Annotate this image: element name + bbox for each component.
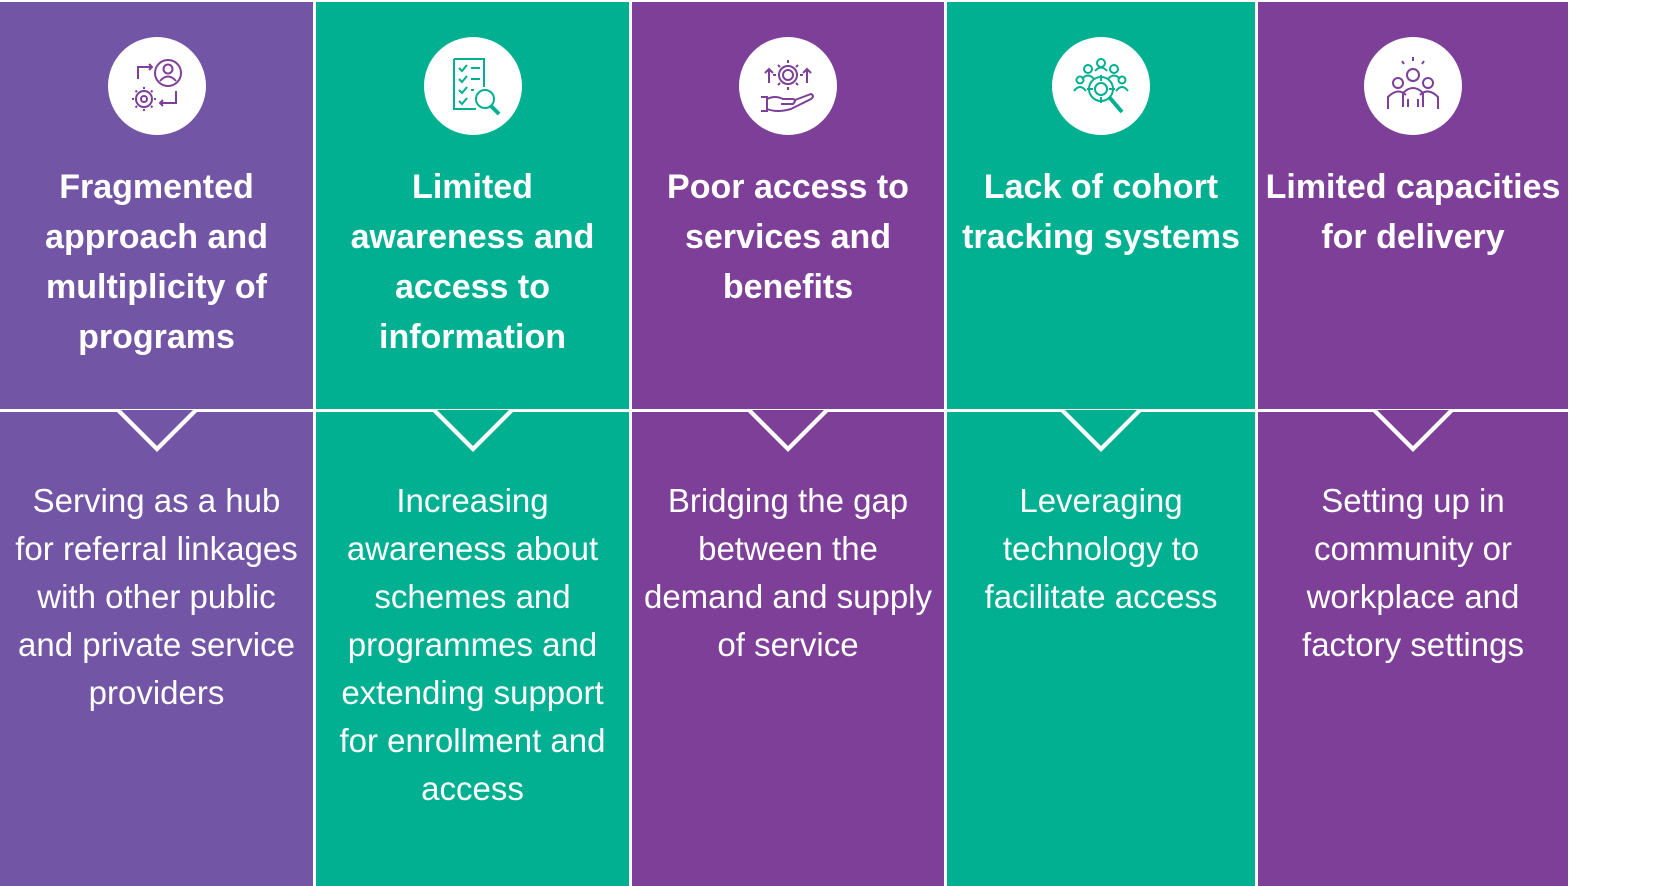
challenge-panel: Poor access to services and benefits <box>632 2 944 409</box>
solution-panel: Setting up in community or workplace and… <box>1258 410 1568 886</box>
solution-description: Increasing awareness about schemes and p… <box>339 482 606 807</box>
challenge-panel: Lack of cohort tracking systems <box>947 2 1255 409</box>
challenge-title: Poor access to services and benefits <box>667 168 909 306</box>
column-limited-awareness: Limited awareness and access to informat… <box>316 2 629 886</box>
solution-panel: Bridging the gap between the demand and … <box>632 410 944 886</box>
solution-description: Bridging the gap between the demand and … <box>643 482 933 663</box>
column-poor-access: Poor access to services and benefits Bri… <box>632 2 944 886</box>
challenge-title: Lack of cohort tracking systems <box>962 168 1240 256</box>
challenge-title: Fragmented approach and multiplicity of … <box>45 168 268 356</box>
process-people-gears-icon <box>107 37 206 135</box>
down-arrow-notch-icon <box>746 410 830 452</box>
solution-panel: Serving as a hub for referral linkages w… <box>0 410 313 886</box>
group-target-search-icon <box>1052 37 1150 135</box>
solution-description: Leveraging technology to facilitate acce… <box>984 482 1218 615</box>
challenge-title: Limited awareness and access to informat… <box>350 168 595 356</box>
challenge-panel: Fragmented approach and multiplicity of … <box>0 2 313 409</box>
down-arrow-notch-icon <box>1059 410 1143 452</box>
down-arrow-notch-icon <box>430 410 515 452</box>
solution-panel: Leveraging technology to facilitate acce… <box>947 410 1255 886</box>
team-idea-icon <box>1364 37 1462 135</box>
solution-description: Serving as a hub for referral linkages w… <box>15 482 298 711</box>
hand-coin-gear-icon <box>739 37 837 135</box>
column-fragmented-approach: Fragmented approach and multiplicity of … <box>0 2 313 886</box>
column-cohort-tracking: Lack of cohort tracking systems Leveragi… <box>947 2 1255 886</box>
down-arrow-notch-icon <box>114 410 199 452</box>
challenge-title: Limited capacities for delivery <box>1265 168 1561 256</box>
challenge-panel: Limited awareness and access to informat… <box>316 2 629 409</box>
solution-panel: Increasing awareness about schemes and p… <box>316 410 629 886</box>
challenge-panel: Limited capacities for delivery <box>1258 2 1568 409</box>
checklist-magnifier-icon <box>423 37 522 135</box>
down-arrow-notch-icon <box>1371 410 1455 452</box>
column-limited-capacities: Limited capacities for delivery Setting … <box>1258 2 1658 886</box>
solution-description: Setting up in community or workplace and… <box>1302 482 1524 663</box>
